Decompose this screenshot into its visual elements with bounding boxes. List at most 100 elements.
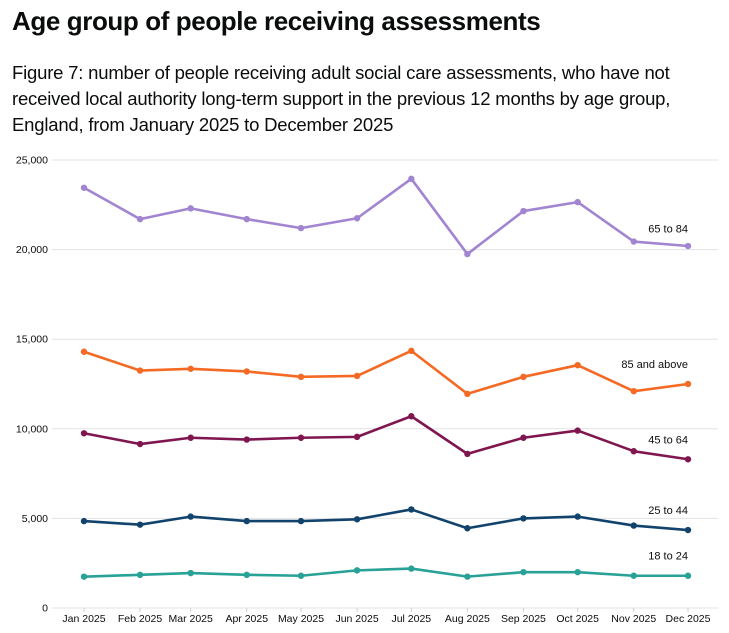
- series-25-to-44: [80, 506, 692, 534]
- data-point: [684, 242, 692, 250]
- series-line: [82, 177, 690, 256]
- data-point: [520, 373, 527, 381]
- data-point: [243, 215, 250, 223]
- data-point: [574, 198, 581, 206]
- data-point: [243, 368, 250, 375]
- x-tick-label: Jun 2025: [335, 613, 378, 625]
- data-point: [684, 572, 692, 579]
- data-point: [684, 456, 692, 463]
- x-axis: Jan 2025 Feb 2025 Mar 2025 Apr 2025 May 2025…: [62, 608, 711, 625]
- data-point: [630, 572, 637, 579]
- series-label: 45 to 64: [648, 434, 688, 446]
- x-tick-label: Jul 2025: [391, 613, 431, 625]
- data-point: [574, 361, 581, 369]
- gridlines: [52, 159, 718, 609]
- data-point: [464, 250, 471, 258]
- data-point: [80, 517, 88, 525]
- series-labels: 65 to 84 85 and above 45 to 64 25 to 44 18 t…: [621, 224, 688, 563]
- series-line: [82, 567, 690, 578]
- series-45-to-64: [80, 413, 692, 463]
- data-point: [136, 367, 144, 374]
- data-point: [297, 224, 305, 232]
- data-point: [187, 434, 194, 441]
- data-point: [684, 380, 692, 388]
- data-point: [353, 567, 361, 574]
- data-point: [297, 517, 305, 525]
- y-tick-label: 5,000: [22, 513, 48, 525]
- series-line: [82, 414, 690, 461]
- data-point: [574, 427, 581, 434]
- series-line: [82, 349, 690, 396]
- data-point: [464, 450, 471, 458]
- data-point: [464, 390, 471, 398]
- x-tick-label: Sep 2025: [501, 613, 546, 625]
- x-tick-label: Mar 2025: [169, 613, 214, 625]
- series-label: 25 to 44: [648, 505, 688, 517]
- data-point: [574, 568, 581, 576]
- data-point: [520, 207, 527, 215]
- data-point: [297, 373, 305, 381]
- series-label: 18 to 24: [648, 551, 688, 563]
- data-point: [297, 572, 305, 579]
- data-point: [136, 521, 144, 528]
- data-point: [297, 434, 305, 441]
- data-point: [630, 522, 637, 529]
- series-18-to-24: [80, 565, 692, 580]
- data-point: [408, 413, 415, 420]
- data-point: [187, 205, 194, 212]
- data-point: [353, 433, 361, 441]
- x-tick-label: Feb 2025: [118, 613, 163, 625]
- data-point: [630, 448, 637, 455]
- y-axis: 0 5,000 10,000 15,000 20,000 25,000: [16, 155, 48, 615]
- series: [80, 175, 692, 580]
- series-65-to-84: [80, 175, 692, 258]
- data-point: [630, 387, 637, 395]
- data-point: [136, 215, 144, 223]
- series-line: [82, 508, 690, 532]
- data-point: [464, 525, 471, 532]
- data-point: [187, 569, 194, 577]
- x-tick-label: Apr 2025: [225, 613, 268, 625]
- data-point: [80, 184, 88, 191]
- data-point: [408, 506, 415, 513]
- data-point: [408, 347, 415, 355]
- data-point: [243, 517, 250, 525]
- y-tick-label: 20,000: [16, 244, 48, 256]
- data-point: [408, 175, 415, 183]
- chart-subtitle: Figure 7: number of people receiving adu…: [12, 62, 671, 135]
- x-tick-label: Jan 2025: [62, 613, 105, 625]
- data-point: [574, 513, 581, 520]
- data-point: [520, 515, 527, 522]
- data-point: [136, 440, 144, 448]
- y-tick-label: 25,000: [16, 155, 48, 167]
- data-point: [243, 571, 250, 579]
- series-label: 65 to 84: [648, 224, 688, 236]
- data-point: [80, 430, 88, 437]
- x-tick-label: Aug 2025: [445, 613, 490, 625]
- data-point: [187, 365, 194, 372]
- data-point: [243, 436, 250, 443]
- data-point: [187, 513, 194, 520]
- y-tick-label: 0: [42, 603, 48, 615]
- data-point: [136, 571, 144, 579]
- data-point: [353, 372, 361, 380]
- data-point: [353, 516, 361, 523]
- data-point: [630, 238, 637, 245]
- x-tick-label: Nov 2025: [611, 613, 656, 625]
- series-label: 85 and above: [621, 359, 688, 371]
- chart-title: Age group of people receiving assessment…: [12, 6, 541, 36]
- x-tick-label: May 2025: [278, 613, 324, 625]
- x-tick-label: Dec 2025: [666, 613, 711, 625]
- data-point: [520, 568, 527, 576]
- x-tick-label: Oct 2025: [556, 613, 599, 625]
- data-point: [684, 526, 692, 534]
- data-point: [80, 573, 88, 580]
- series-85-and-above: [80, 347, 692, 398]
- data-point: [520, 434, 527, 441]
- y-tick-label: 15,000: [16, 334, 48, 346]
- data-point: [464, 573, 471, 580]
- data-point: [353, 215, 361, 222]
- y-tick-label: 10,000: [16, 423, 48, 435]
- data-point: [80, 348, 88, 355]
